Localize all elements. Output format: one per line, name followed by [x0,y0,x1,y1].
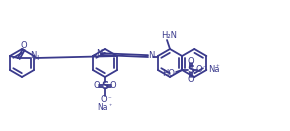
Text: ⁺: ⁺ [215,65,219,71]
Text: N: N [30,50,36,59]
Text: H: H [33,55,39,61]
Text: N: N [96,50,102,59]
Text: ⁺: ⁺ [108,103,112,108]
Text: O: O [101,95,107,105]
Text: Na: Na [208,66,220,75]
Text: O: O [110,81,116,91]
Text: ⁻: ⁻ [107,96,111,102]
Text: S: S [102,81,108,91]
Text: ⁻: ⁻ [202,65,206,71]
Text: H₂N: H₂N [161,31,177,40]
Text: O: O [188,75,194,83]
Text: O: O [21,41,27,50]
Text: O: O [196,66,202,75]
Text: HO: HO [163,70,176,78]
Text: O: O [188,56,194,66]
Text: N: N [148,51,154,61]
Text: O: O [94,81,100,91]
Text: S: S [188,65,195,75]
Text: Na: Na [98,102,108,111]
